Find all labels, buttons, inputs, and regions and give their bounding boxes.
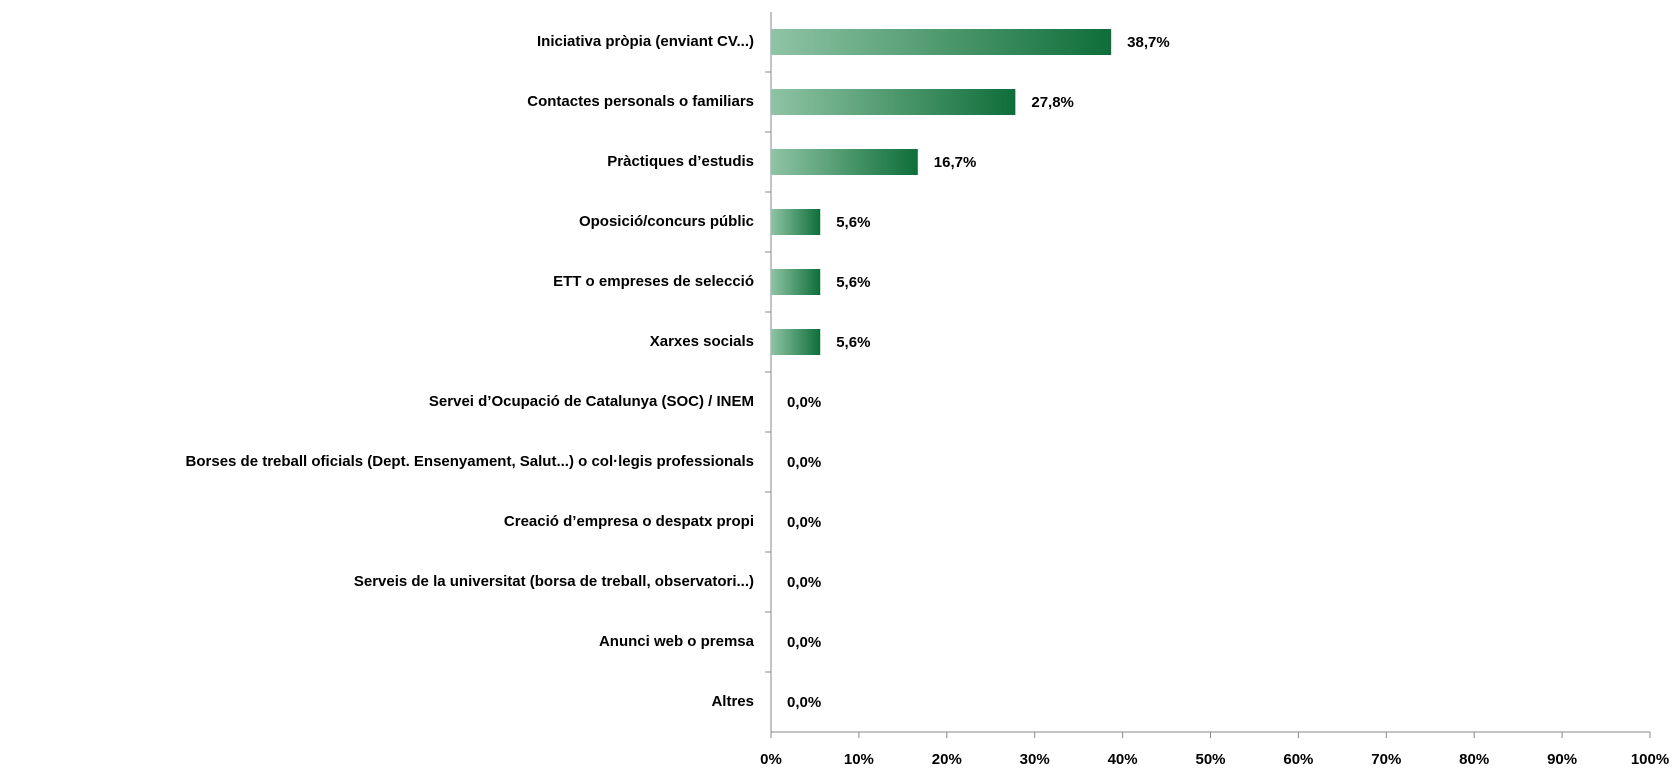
value-label: 0,0% — [787, 634, 821, 651]
category-label: Pràctiques d’estudis — [607, 153, 754, 170]
value-label: 5,6% — [836, 214, 870, 231]
bar — [771, 149, 918, 175]
x-tick-label: 70% — [1371, 751, 1401, 768]
x-tick-label: 0% — [760, 751, 782, 768]
value-label: 0,0% — [787, 394, 821, 411]
category-label: Oposició/concurs públic — [579, 213, 754, 230]
bar — [771, 209, 821, 235]
category-label: Altres — [711, 693, 754, 710]
x-tick-label: 40% — [1108, 751, 1138, 768]
bar — [771, 269, 821, 295]
bar — [771, 329, 821, 355]
category-label: Anunci web o premsa — [599, 633, 755, 650]
category-label: Servei d’Ocupació de Catalunya (SOC) / I… — [429, 393, 754, 410]
x-tick-label: 60% — [1283, 751, 1313, 768]
category-label: Serveis de la universitat (borsa de treb… — [354, 573, 754, 590]
x-tick-label: 50% — [1195, 751, 1225, 768]
value-label: 0,0% — [787, 574, 821, 591]
category-label: Xarxes socials — [650, 333, 754, 350]
value-label: 38,7% — [1127, 34, 1170, 51]
value-label: 16,7% — [934, 154, 977, 171]
category-label: Iniciativa pròpia (enviant CV...) — [537, 33, 754, 50]
value-label: 0,0% — [787, 454, 821, 471]
x-tick-label: 80% — [1459, 751, 1489, 768]
value-label: 27,8% — [1031, 94, 1074, 111]
category-label: Contactes personals o familiars — [527, 93, 754, 110]
x-tick-label: 10% — [844, 751, 874, 768]
x-tick-label: 90% — [1547, 751, 1577, 768]
value-label: 5,6% — [836, 274, 870, 291]
bar — [771, 29, 1112, 55]
value-label: 0,0% — [787, 514, 821, 531]
value-label: 5,6% — [836, 334, 870, 351]
category-label: Borses de treball oficials (Dept. Enseny… — [186, 453, 754, 470]
value-label: 0,0% — [787, 694, 821, 711]
bar — [771, 89, 1016, 115]
category-label: ETT o empreses de selecció — [553, 273, 754, 290]
x-tick-label: 20% — [932, 751, 962, 768]
x-tick-label: 30% — [1020, 751, 1050, 768]
category-label: Creació d’empresa o despatx propi — [504, 513, 754, 530]
x-tick-label: 100% — [1631, 751, 1669, 768]
